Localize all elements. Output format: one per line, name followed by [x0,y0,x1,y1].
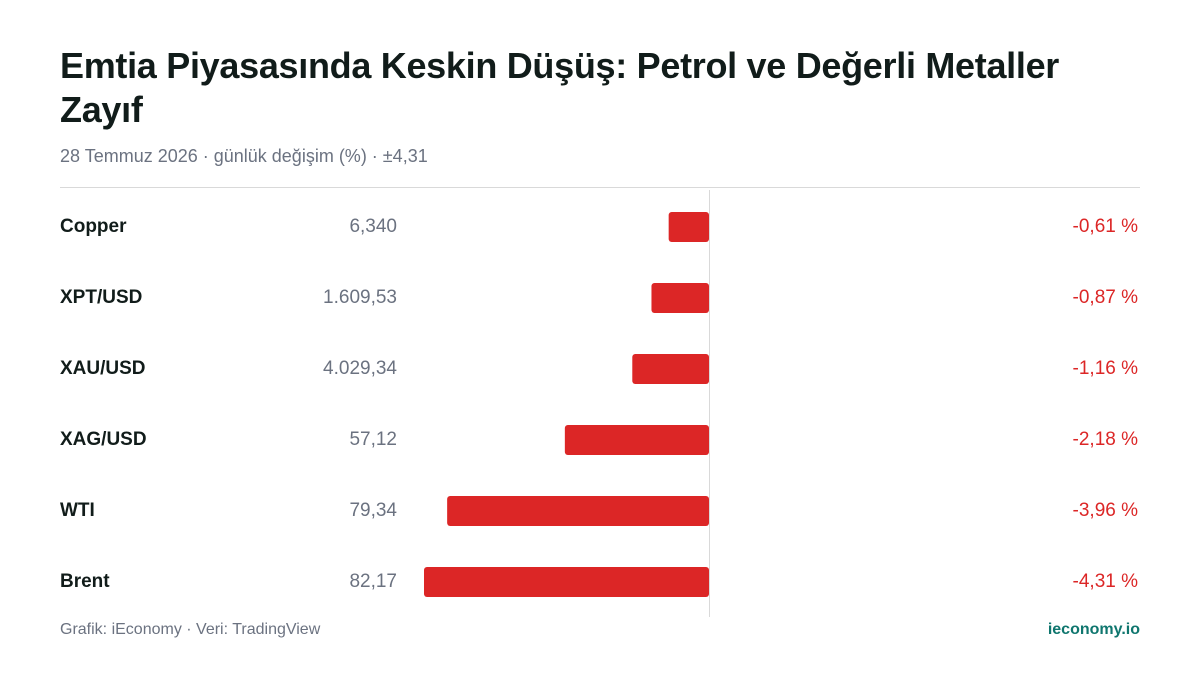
value-label: -0,87 % [1073,287,1139,308]
price-label: 79,34 [349,500,397,521]
bar [668,212,709,242]
bar [651,283,709,313]
price-label: 1.609,53 [323,287,397,308]
price-label: 57,12 [349,429,397,450]
price-label: 6,340 [349,216,397,237]
chart-title: Emtia Piyasasında Keskin Düşüş: Petrol v… [60,45,1060,130]
divider [60,187,1140,188]
category-label: WTI [60,500,95,521]
value-label: -2,18 % [1073,429,1139,450]
value-label: -3,96 % [1073,500,1139,521]
category-label: Copper [60,216,127,237]
source-note: Grafik: iEconomy · Veri: TradingView [60,621,321,638]
bar [424,567,709,597]
chart-subtitle: 28 Temmuz 2026 · günlük değişim (%) · ±4… [60,146,428,166]
price-label: 4.029,34 [323,358,397,379]
brand: ieconomy.io [1047,621,1140,638]
value-label: -0,61 % [1073,216,1139,237]
value-label: -4,31 % [1073,571,1139,592]
price-label: 82,17 [349,571,397,592]
category-label: XAU/USD [60,358,146,379]
category-label: XAG/USD [60,429,147,450]
category-label: Brent [60,571,110,592]
value-label: -1,16 % [1073,358,1139,379]
bar [564,425,709,455]
bar [447,496,709,526]
bar [632,354,709,384]
category-label: XPT/USD [60,287,142,308]
